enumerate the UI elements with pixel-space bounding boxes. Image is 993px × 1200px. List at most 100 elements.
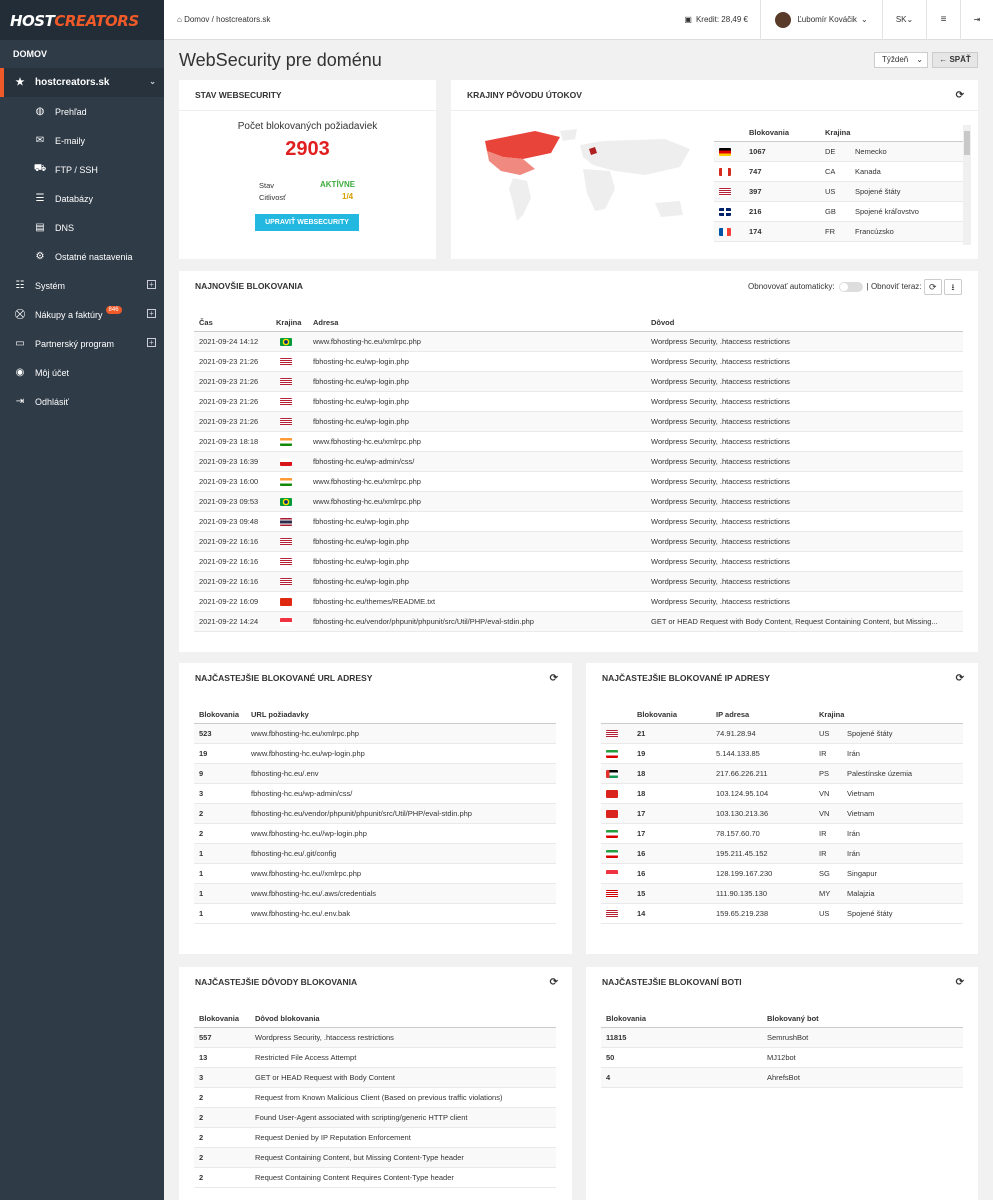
table-row[interactable]: 557 Wordpress Security, .htaccess restric… xyxy=(194,1027,556,1048)
gear-icon: ⚙ xyxy=(35,251,45,262)
sidebar-item-4[interactable]: ⇥ Odhlásiť xyxy=(0,387,164,416)
table-row[interactable]: 2 Request Denied by IP Reputation Enforce… xyxy=(194,1127,556,1148)
refresh-icon[interactable]: ⟳ xyxy=(549,977,558,988)
menu-button[interactable]: ≡ xyxy=(926,0,960,40)
table-row[interactable]: 15 111.90.135.130 MY Malajzia xyxy=(601,883,963,904)
table-row[interactable]: 2 Request Containing Content Requires Con… xyxy=(194,1167,556,1188)
refresh-button[interactable]: ⟳ xyxy=(923,278,942,295)
sidebar-item-3[interactable]: ◉ Môj účet xyxy=(0,358,164,387)
flag-cz-icon xyxy=(280,457,292,466)
table-row[interactable]: 2021-09-22 16:16 fbhosting-hc.eu/wp-login… xyxy=(194,531,963,552)
table-row[interactable]: 2021-09-23 09:53 www.fbhosting-hc.eu/xmlr… xyxy=(194,491,963,512)
period-select[interactable]: Týždeň ⌄ xyxy=(874,52,928,68)
flag-th-icon xyxy=(280,517,292,526)
table-row[interactable]: 2021-09-22 14:24 fbhosting-hc.eu/vendor/p… xyxy=(194,611,963,632)
back-button[interactable]: ← SPÄŤ xyxy=(932,52,978,68)
topbar: ⌂ Domov / hostcreators.sk ▣ Kredit: 28,4… xyxy=(164,0,993,40)
table-row[interactable]: 2021-09-24 14:12 www.fbhosting-hc.eu/xmlr… xyxy=(194,331,963,352)
table-row[interactable]: 2021-09-23 21:26 fbhosting-hc.eu/wp-login… xyxy=(194,351,963,372)
language-select[interactable]: SK ⌄ xyxy=(882,0,926,40)
countries-table: Blokovania Krajina 1067 DE Nemecko 747 CA Kana… xyxy=(714,121,963,242)
auto-refresh-toggle[interactable] xyxy=(838,281,863,292)
sidebar-item-sub-5[interactable]: ⚙ Ostatné nastavenia xyxy=(0,242,164,271)
table-row[interactable]: 2021-09-23 21:26 fbhosting-hc.eu/wp-login… xyxy=(194,371,963,392)
expand-icon[interactable]: + xyxy=(147,309,156,318)
table-row[interactable]: 2021-09-22 16:16 fbhosting-hc.eu/wp-login… xyxy=(194,571,963,592)
flag-br-icon xyxy=(280,497,292,506)
table-row[interactable]: 19 5.144.133.85 IR Irán xyxy=(601,743,963,764)
scrollbar[interactable] xyxy=(963,125,971,245)
sidebar-item-sub-0[interactable]: ◍ Prehľad xyxy=(0,97,164,126)
sidebar-item-0[interactable]: ☷ Systém + xyxy=(0,271,164,300)
countries-table-wrap: Blokovania Krajina 1067 DE Nemecko 747 CA Kana… xyxy=(714,121,963,245)
latest-table: Čas Krajina Adresa Dôvod 2021-09-24 14:12 ww… xyxy=(194,311,963,632)
refresh-icon[interactable]: ⟳ xyxy=(549,673,558,684)
table-row[interactable]: 19 www.fbhosting-hc.eu/wp-login.php xyxy=(194,743,556,764)
refresh-icon[interactable]: ⟳ xyxy=(955,673,964,684)
table-row[interactable]: 4 AhrefsBot xyxy=(601,1067,963,1088)
table-row[interactable]: 397 US Spojené štáty xyxy=(714,181,963,202)
table-row[interactable]: 14 159.65.219.238 US Spojené štáty xyxy=(601,903,963,924)
table-row[interactable]: 174 FR Francúzsko xyxy=(714,221,963,242)
table-row[interactable]: 1 www.fbhosting-hc.eu/.env.bak xyxy=(194,903,556,924)
panel-header: NAJČASTEJŠIE DÔVODY BLOKOVANIA ⟳ xyxy=(179,967,572,998)
table-row[interactable]: 2021-09-23 09:48 fbhosting-hc.eu/wp-login… xyxy=(194,511,963,532)
download-button[interactable]: ⭳ xyxy=(944,278,962,295)
sidebar-item-domain[interactable]: ★ hostcreators.sk ⌄ xyxy=(0,68,164,97)
table-row[interactable]: 1 fbhosting-hc.eu/.git/config xyxy=(194,843,556,864)
table-row[interactable]: 18 103.124.95.104 VN Vietnam xyxy=(601,783,963,804)
sidebar-item-label: Odhlásiť xyxy=(35,396,69,407)
table-row[interactable]: 50 MJ12bot xyxy=(601,1047,963,1068)
table-row[interactable]: 2021-09-23 18:18 www.fbhosting-hc.eu/xmlr… xyxy=(194,431,963,452)
logout-button[interactable]: ⇥ xyxy=(960,0,993,40)
table-row[interactable]: 2 www.fbhosting-hc.eu//wp-login.php xyxy=(194,823,556,844)
table-row[interactable]: 3 GET or HEAD Request with Body Content xyxy=(194,1067,556,1088)
table-row[interactable]: 17 78.157.60.70 IR Irán xyxy=(601,823,963,844)
table-row[interactable]: 216 GB Spojené kráľovstvo xyxy=(714,201,963,222)
table-row[interactable]: 1067 DE Nemecko xyxy=(714,141,963,162)
sidebar-item-sub-4[interactable]: ▤ DNS xyxy=(0,213,164,242)
logo[interactable]: HOSTCREATORS xyxy=(0,0,164,40)
sidebar-item-sub-2[interactable]: ⛟ FTP / SSH xyxy=(0,155,164,184)
credit-display[interactable]: ▣ Kredit: 28,49 € xyxy=(684,15,748,24)
expand-icon[interactable]: + xyxy=(147,338,156,347)
sidebar: HOSTCREATORS DOMOV ★ hostcreators.sk ⌄ ◍… xyxy=(0,0,164,1200)
logout-icon: ⇥ xyxy=(15,396,25,407)
top-ips-table: Blokovania IP adresa Krajina 21 74.91.28.94… xyxy=(601,703,963,924)
table-row[interactable]: 2021-09-23 21:26 fbhosting-hc.eu/wp-login… xyxy=(194,391,963,412)
flag-sg-icon xyxy=(606,869,618,878)
table-row[interactable]: 18 217.66.226.211 PS Palestínske územia xyxy=(601,763,963,784)
table-row[interactable]: 11815 SemrushBot xyxy=(601,1027,963,1048)
table-row[interactable]: 2 Found User-Agent associated with script… xyxy=(194,1107,556,1128)
table-row[interactable]: 2021-09-23 16:00 www.fbhosting-hc.eu/xmlr… xyxy=(194,471,963,492)
table-row[interactable]: 1 www.fbhosting-hc.eu//xmlrpc.php xyxy=(194,863,556,884)
table-row[interactable]: 747 CA Kanada xyxy=(714,161,963,182)
refresh-icon[interactable]: ⟳ xyxy=(955,90,964,101)
table-row[interactable]: 2 fbhosting-hc.eu/vendor/phpunit/phpunit/… xyxy=(194,803,556,824)
table-row[interactable]: 13 Restricted File Access Attempt xyxy=(194,1047,556,1068)
table-row[interactable]: 21 74.91.28.94 US Spojené štáty xyxy=(601,723,963,744)
flag-ir-icon xyxy=(606,849,618,858)
table-row[interactable]: 2 Request Containing Content, but Missing… xyxy=(194,1147,556,1168)
sidebar-item-1[interactable]: ⛒ Nákupy a faktúry 846 + xyxy=(0,300,164,329)
table-row[interactable]: 9 fbhosting-hc.eu/.env xyxy=(194,763,556,784)
sidebar-item-sub-1[interactable]: ✉ E-maily xyxy=(0,126,164,155)
table-row[interactable]: 16 195.211.45.152 IR Irán xyxy=(601,843,963,864)
table-row[interactable]: 17 103.130.213.36 VN Vietnam xyxy=(601,803,963,824)
breadcrumb-home[interactable]: Domov xyxy=(184,15,210,24)
user-menu[interactable]: Ľubomír Kováčik ⌄ xyxy=(760,0,882,40)
expand-icon[interactable]: + xyxy=(147,280,156,289)
sidebar-item-sub-3[interactable]: ☰ Databázy xyxy=(0,184,164,213)
table-row[interactable]: 3 fbhosting-hc.eu/wp-admin/css/ xyxy=(194,783,556,804)
table-row[interactable]: 2021-09-22 16:09 fbhosting-hc.eu/themes/R… xyxy=(194,591,963,612)
table-row[interactable]: 2021-09-23 21:26 fbhosting-hc.eu/wp-login… xyxy=(194,411,963,432)
edit-websecurity-button[interactable]: UPRAVIŤ WEBSECURITY xyxy=(255,214,359,231)
table-row[interactable]: 16 128.199.167.230 SG Singapur xyxy=(601,863,963,884)
table-row[interactable]: 2021-09-22 16:16 fbhosting-hc.eu/wp-login… xyxy=(194,551,963,572)
table-row[interactable]: 1 www.fbhosting-hc.eu/.aws/credentials xyxy=(194,883,556,904)
sidebar-item-2[interactable]: ▭ Partnerský program + xyxy=(0,329,164,358)
table-row[interactable]: 2021-09-23 16:39 fbhosting-hc.eu/wp-admin… xyxy=(194,451,963,472)
table-row[interactable]: 523 www.fbhosting-hc.eu/xmlrpc.php xyxy=(194,723,556,744)
table-row[interactable]: 2 Request from Known Malicious Client (Ba… xyxy=(194,1087,556,1108)
refresh-icon[interactable]: ⟳ xyxy=(955,977,964,988)
